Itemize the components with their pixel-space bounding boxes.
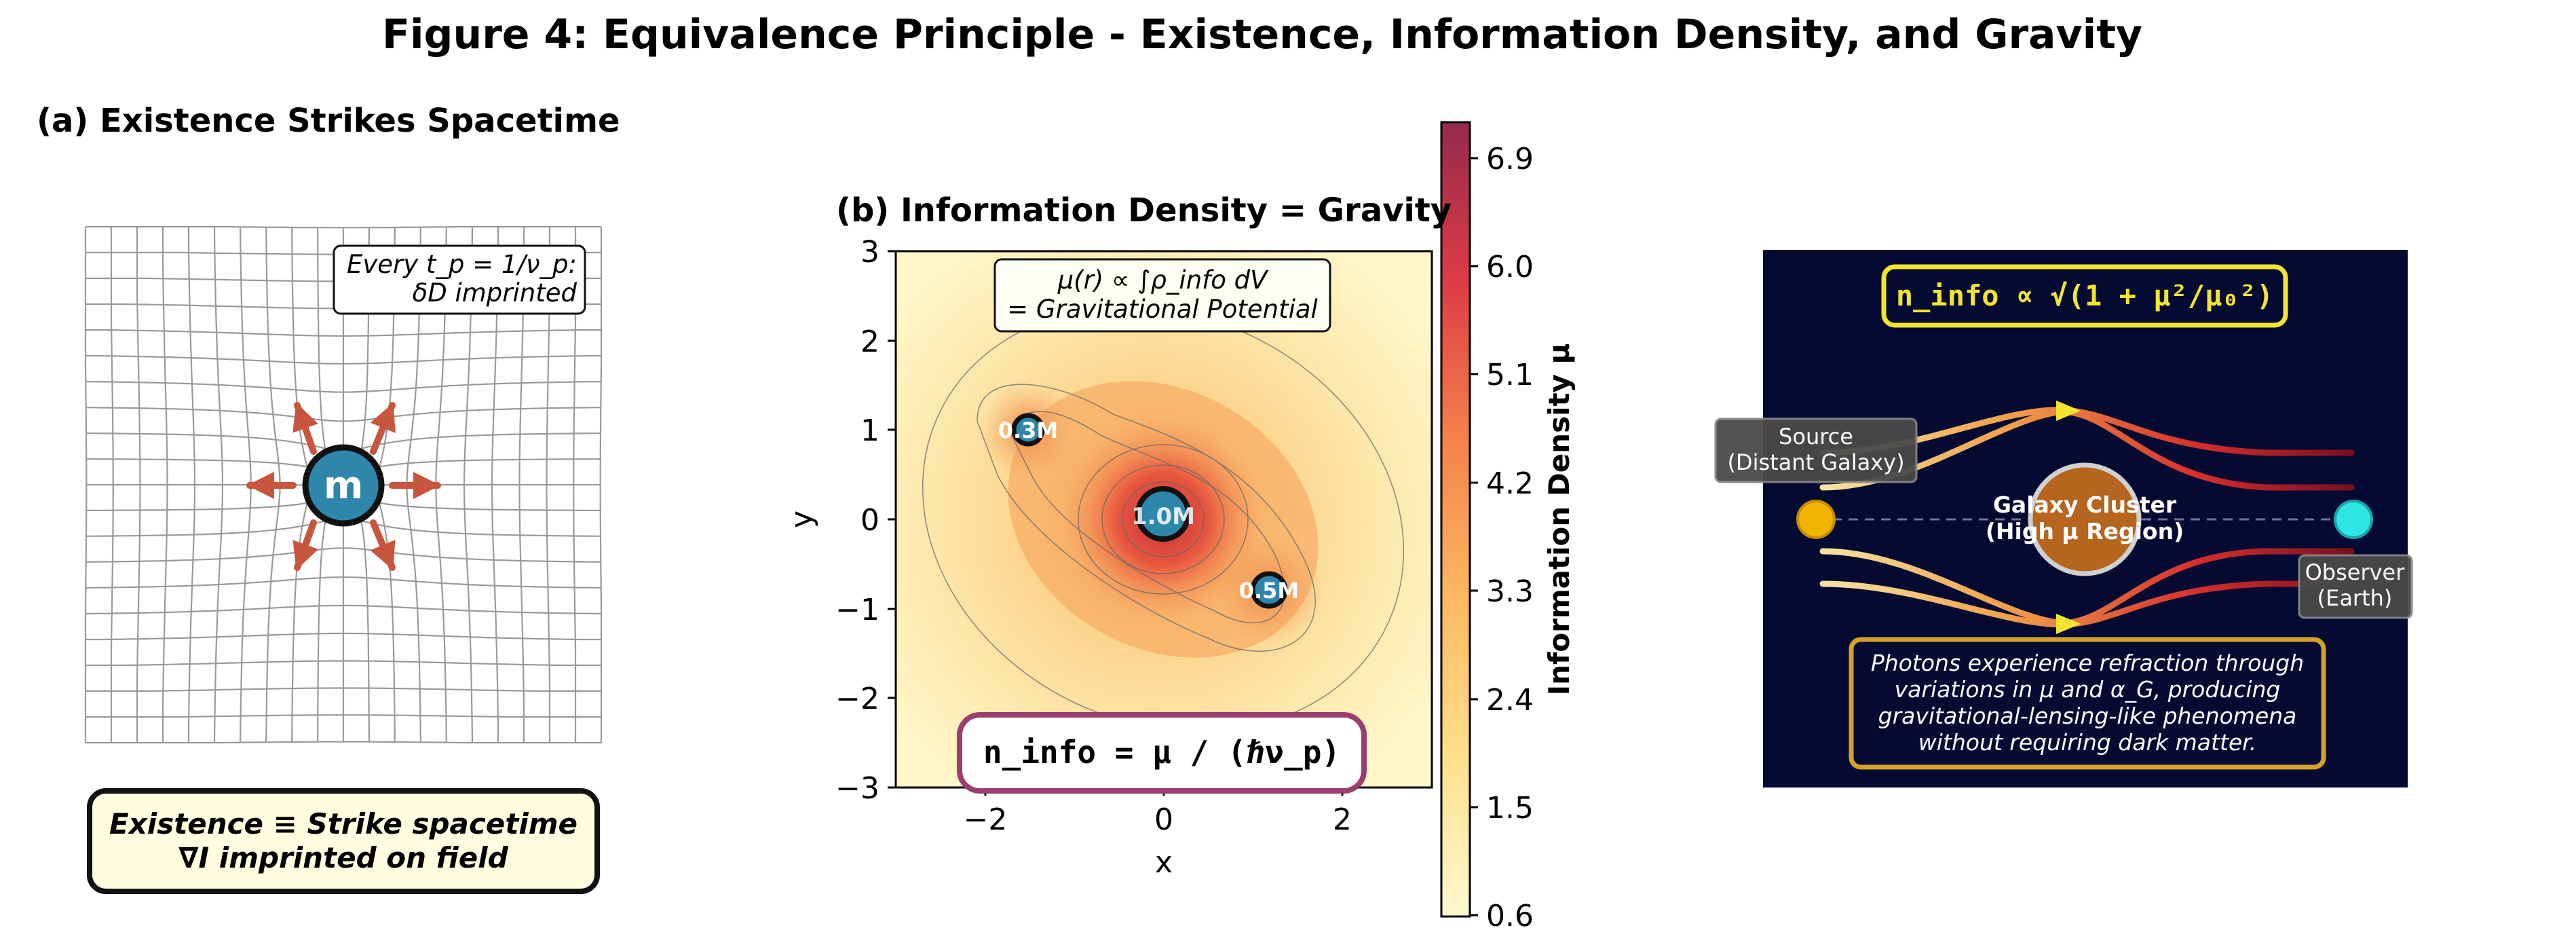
mass-small-b-label: 0.5M — [1239, 578, 1300, 604]
lensing-note-box — [1849, 637, 2326, 770]
y-tick-neg2: −2 — [835, 682, 879, 716]
x-tick-neg2: −2 — [964, 802, 1008, 837]
y-tick-0: 0 — [860, 503, 879, 538]
mass-label: m — [324, 464, 363, 508]
colorbar-tick-6-0: 6.0 — [1486, 250, 1534, 284]
strike-arrow-upleft — [292, 402, 318, 455]
galaxy-cluster-line1: Galaxy Cluster — [1993, 492, 2177, 518]
strike-note-box — [333, 244, 586, 315]
y-tick-2: 2 — [860, 325, 879, 359]
mass-large — [1135, 486, 1191, 542]
lensing-formula: n_info ∝ √(1 + μ²/μ₀²) — [1896, 279, 2273, 312]
lensing-formula-box — [1881, 264, 2288, 328]
potential-note-line2: = Gravitational Potential — [1007, 295, 1318, 324]
source-label-box — [1714, 418, 1918, 483]
colorbar-tick-6-9: 6.9 — [1486, 142, 1534, 177]
colorbar-tick-5-1: 5.1 — [1486, 358, 1534, 392]
y-tick-neg3: −3 — [835, 771, 879, 806]
ray-arrow-top — [2056, 401, 2081, 421]
strike-arrow-downleft — [292, 519, 319, 571]
colorbar-tick-1-5: 1.5 — [1486, 791, 1534, 826]
strike-note-line2: δD imprinted — [413, 278, 577, 308]
grid-line — [85, 604, 602, 615]
grid-line — [86, 576, 601, 589]
x-tick-2: 2 — [1333, 802, 1352, 837]
source-label-line2: (Distant Galaxy) — [1727, 449, 1904, 475]
n-info-formula: n_info = μ / (ℏν_p) — [983, 734, 1340, 771]
lensing-note-line2: variations in μ and α_G, producing — [1895, 676, 2281, 703]
mass-small-a-label: 0.3M — [998, 418, 1059, 443]
ray-arrow-bottom — [2056, 614, 2081, 634]
strike-note-line1: Every t_p = 1/ν_p: — [347, 250, 577, 279]
strike-arrow-downright — [370, 519, 396, 571]
x-axis-label: x — [1155, 845, 1173, 880]
colorbar-tick-2-4: 2.4 — [1486, 683, 1534, 718]
x-tick-0: 0 — [1154, 802, 1173, 837]
galaxy-cluster-line2: (High μ Region) — [1986, 518, 2184, 544]
observer-label-line1: Observer — [2305, 559, 2406, 585]
existence-caption-line1: Existence ≡ Strike spacetime — [109, 807, 577, 840]
grid-line — [463, 226, 474, 743]
y-axis — [888, 250, 896, 789]
observer-earth — [2334, 500, 2373, 539]
colorbar-ticks — [1470, 157, 1478, 916]
mass-small-b — [1250, 571, 1288, 609]
mass-small-a — [1011, 413, 1045, 447]
existence-caption-line2: ∇I imprinted on field — [178, 841, 508, 874]
observer-label-box — [2298, 554, 2413, 619]
y-tick-3: 3 — [860, 235, 879, 270]
existence-caption-box — [87, 788, 600, 894]
potential-note-box — [993, 258, 1331, 333]
lensing-note-line4: without requiring dark matter. — [1918, 729, 2256, 756]
strike-arrows — [246, 402, 441, 571]
panel-a-title: (a) Existence Strikes Spacetime — [37, 102, 620, 140]
n-info-formula-box — [957, 712, 1367, 794]
figure-title: Figure 4: Equivalence Principle - Existe… — [381, 11, 2142, 58]
y-tick-1: 1 — [860, 413, 879, 448]
source-galaxy — [1796, 500, 1836, 539]
lensing-note-line3: gravitational-lensing-like phenomena — [1878, 703, 2297, 729]
galaxy-cluster — [2028, 462, 2142, 576]
strike-arrow-upright — [370, 402, 396, 455]
colorbar-tick-4-2: 4.2 — [1486, 466, 1534, 501]
y-tick-neg1: −1 — [835, 593, 879, 627]
source-label-line1: Source — [1779, 424, 1853, 449]
mass-large-label: 1.0M — [1131, 503, 1195, 530]
mass-circle — [302, 444, 385, 527]
lensing-note-line1: Photons experience refraction through — [1871, 650, 2304, 676]
grid-line — [86, 714, 601, 718]
grid-line — [86, 632, 601, 641]
grid-line — [86, 741, 601, 744]
y-axis-label: y — [784, 511, 819, 528]
grid-line — [86, 547, 601, 563]
grid-line — [86, 687, 601, 692]
grid-line — [86, 660, 601, 667]
colorbar-tick-3-3: 3.3 — [1486, 574, 1534, 609]
colorbar-tick-0-6: 0.6 — [1486, 899, 1534, 933]
panel-b-title: (b) Information Density = Gravity — [836, 191, 1452, 229]
observer-label-line2: (Earth) — [2317, 585, 2393, 611]
potential-note-line1: μ(r) ∝ ∫ρ_info dV — [1057, 265, 1269, 295]
colorbar — [1440, 121, 1471, 918]
colorbar-label: Information Density μ — [1542, 344, 1576, 696]
